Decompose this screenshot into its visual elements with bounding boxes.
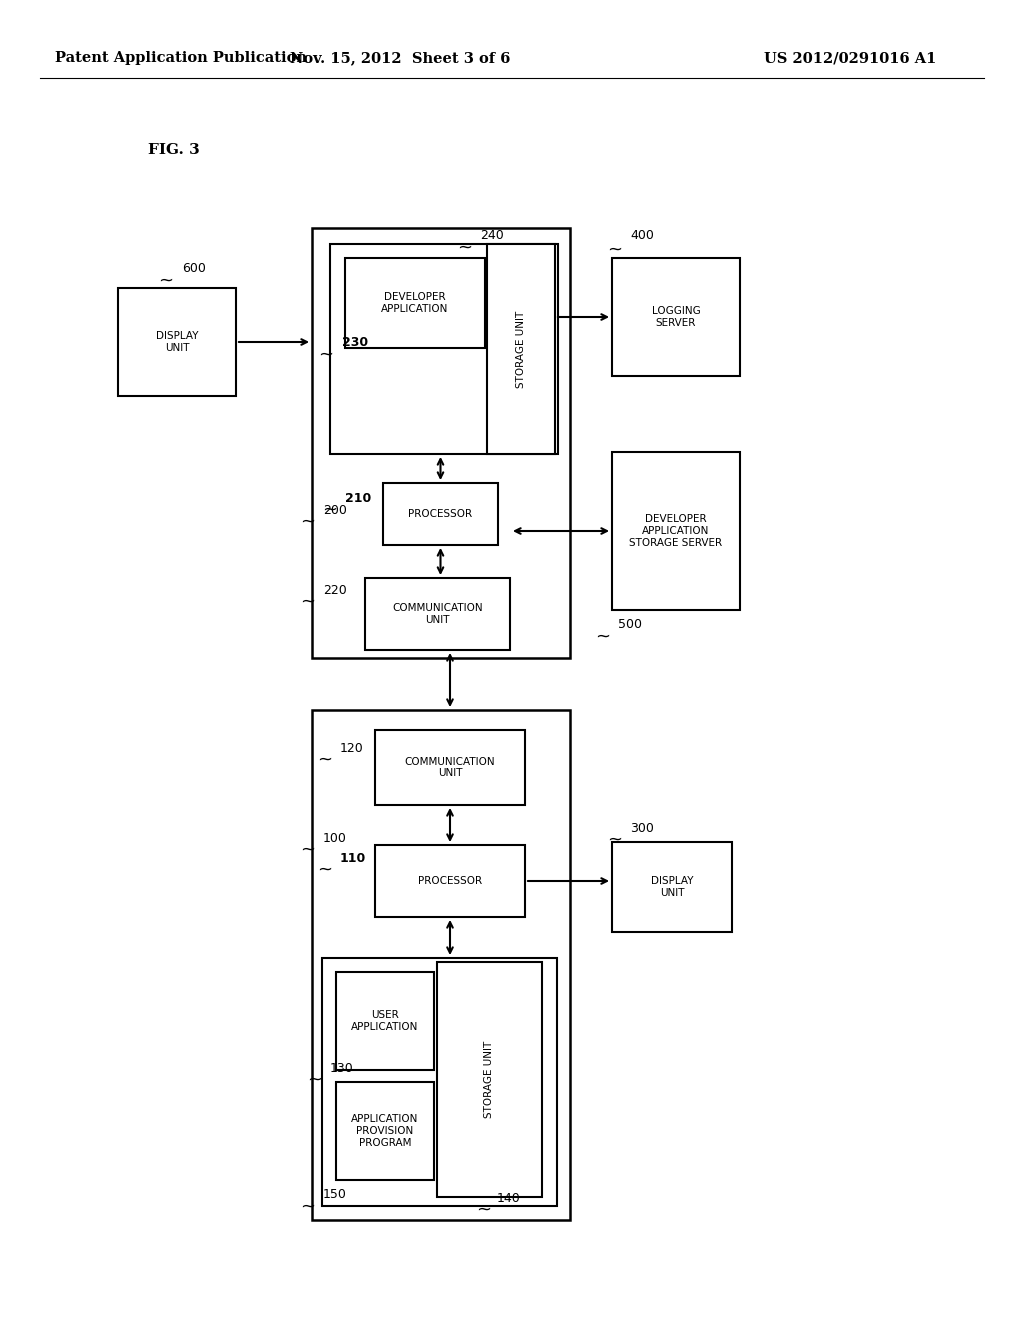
Text: ~: ~	[300, 513, 315, 531]
Bar	[487, 244, 555, 454]
Text: ~: ~	[300, 593, 315, 611]
Text: DISPLAY
UNIT: DISPLAY UNIT	[156, 331, 199, 352]
Text: ~: ~	[307, 1071, 323, 1089]
Text: APPLICATION
PROVISION
PROGRAM: APPLICATION PROVISION PROGRAM	[351, 1114, 419, 1147]
Text: 100: 100	[323, 832, 347, 845]
Text: PROCESSOR: PROCESSOR	[409, 510, 472, 519]
Text: ~: ~	[159, 272, 173, 290]
Text: ~: ~	[317, 861, 333, 879]
Text: FIG. 3: FIG. 3	[148, 143, 200, 157]
Text: DEVELOPER
APPLICATION
STORAGE SERVER: DEVELOPER APPLICATION STORAGE SERVER	[630, 515, 723, 548]
Bar	[330, 244, 558, 454]
Text: COMMUNICATION
UNIT: COMMUNICATION UNIT	[392, 603, 482, 624]
Text: USER
APPLICATION: USER APPLICATION	[351, 1010, 419, 1032]
Text: STORAGE UNIT: STORAGE UNIT	[516, 310, 526, 388]
Text: DISPLAY
UNIT: DISPLAY UNIT	[650, 876, 693, 898]
Bar	[375, 730, 525, 805]
Text: 240: 240	[480, 228, 504, 242]
Text: ~: ~	[458, 239, 472, 257]
Text: COMMUNICATION
UNIT: COMMUNICATION UNIT	[404, 756, 496, 779]
Bar	[336, 1082, 434, 1180]
Text: ~: ~	[607, 832, 623, 849]
Text: 150: 150	[323, 1188, 347, 1201]
Bar	[375, 845, 525, 917]
Text: 200: 200	[323, 503, 347, 516]
Text: 400: 400	[630, 228, 654, 242]
Bar	[365, 578, 510, 649]
Text: 210: 210	[345, 491, 372, 504]
Text: US 2012/0291016 A1: US 2012/0291016 A1	[764, 51, 936, 65]
Text: Patent Application Publication: Patent Application Publication	[55, 51, 307, 65]
Text: 130: 130	[330, 1061, 353, 1074]
Text: 230: 230	[342, 335, 368, 348]
Text: ~: ~	[300, 841, 315, 859]
Text: ~: ~	[323, 502, 338, 519]
Text: STORAGE UNIT: STORAGE UNIT	[484, 1041, 495, 1118]
Text: ~: ~	[300, 1199, 315, 1216]
Text: 140: 140	[497, 1192, 521, 1204]
Bar	[437, 962, 542, 1197]
Text: ~: ~	[607, 242, 623, 259]
Bar	[118, 288, 236, 396]
Text: Nov. 15, 2012  Sheet 3 of 6: Nov. 15, 2012 Sheet 3 of 6	[290, 51, 510, 65]
Text: ~: ~	[595, 628, 610, 645]
Bar	[612, 842, 732, 932]
Bar	[612, 257, 740, 376]
Bar	[345, 257, 485, 348]
Text: ~: ~	[318, 346, 334, 364]
Text: 500: 500	[618, 619, 642, 631]
Text: 110: 110	[340, 851, 367, 865]
Text: 120: 120	[340, 742, 364, 755]
Bar	[336, 972, 434, 1071]
Text: PROCESSOR: PROCESSOR	[418, 876, 482, 886]
Bar	[312, 228, 570, 657]
Text: ~: ~	[476, 1201, 492, 1218]
Text: ~: ~	[317, 751, 333, 770]
Bar	[383, 483, 498, 545]
Text: LOGGING
SERVER: LOGGING SERVER	[651, 306, 700, 327]
Bar	[312, 710, 570, 1220]
Text: 300: 300	[630, 821, 654, 834]
Text: DEVELOPER
APPLICATION: DEVELOPER APPLICATION	[381, 292, 449, 314]
Text: 600: 600	[182, 261, 206, 275]
Bar	[612, 451, 740, 610]
Bar	[322, 958, 557, 1206]
Text: 220: 220	[323, 583, 347, 597]
